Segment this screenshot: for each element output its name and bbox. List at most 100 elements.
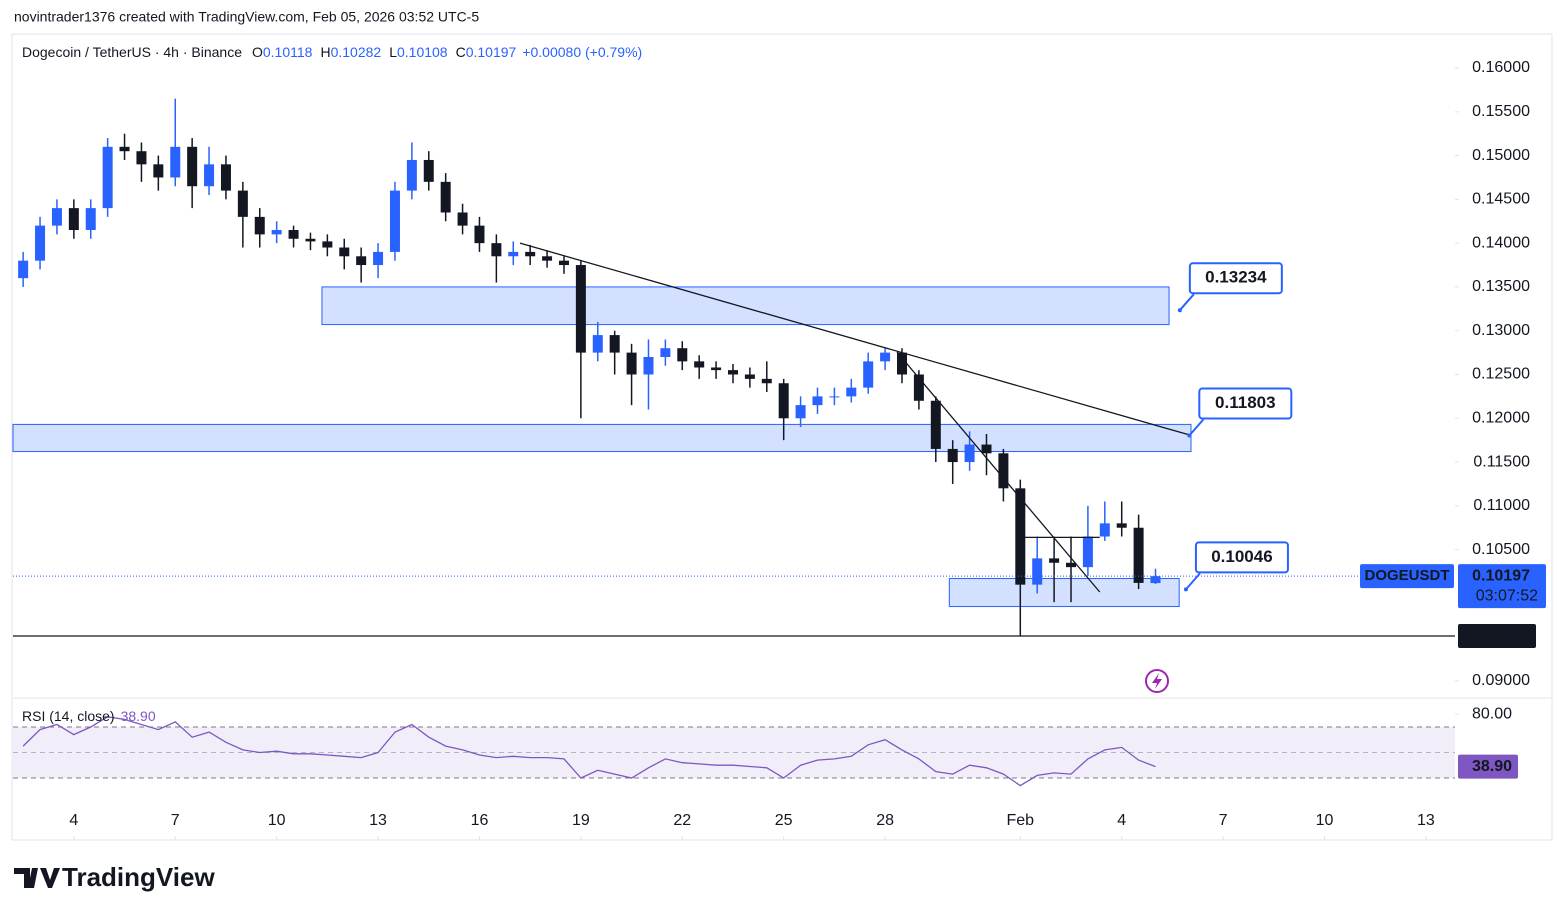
horizontal-line-label: 0.09514 xyxy=(1472,627,1530,644)
candle-body xyxy=(829,396,840,398)
x-tick-label: 16 xyxy=(471,812,489,829)
candle-body xyxy=(1082,536,1093,568)
candle-body xyxy=(1133,527,1144,583)
candle-body xyxy=(1049,558,1060,563)
candle-body xyxy=(542,256,553,261)
x-tick-label: 22 xyxy=(673,812,691,829)
candle-body xyxy=(744,374,755,379)
candle-body xyxy=(457,212,468,226)
candle-body xyxy=(1015,488,1026,585)
candle-body xyxy=(812,396,823,406)
symbol-box xyxy=(1360,564,1454,589)
symbol-legend: Dogecoin / TetherUS · 4h · Binance O0.101… xyxy=(22,44,642,60)
support-zone xyxy=(321,286,1170,326)
x-tick-label: 4 xyxy=(69,812,78,829)
candle-body xyxy=(964,444,975,463)
candle-body xyxy=(694,361,705,368)
y-tick-label: 0.14500 xyxy=(1472,191,1530,208)
ohlc-value: 0.10282 xyxy=(331,44,382,60)
candle-body xyxy=(998,453,1009,489)
candle-body xyxy=(1150,576,1161,584)
countdown: 03:07:52 xyxy=(1476,587,1538,604)
alert-icon[interactable] xyxy=(1145,669,1169,693)
rsi-title: RSI (14, close) xyxy=(22,708,115,724)
x-tick-label: 10 xyxy=(268,812,286,829)
trendline xyxy=(896,351,1101,593)
alert-bolt xyxy=(1152,673,1162,689)
candle-body xyxy=(305,238,316,242)
candle-body xyxy=(288,230,299,239)
x-tick-label: 13 xyxy=(1417,812,1435,829)
candle-body xyxy=(930,400,941,449)
ohlc-key: O xyxy=(252,44,263,60)
change: +0.00080 (+0.79%) xyxy=(522,44,642,60)
support-zone xyxy=(948,578,1180,608)
y-tick-label: 0.14000 xyxy=(1472,234,1530,251)
candle-body xyxy=(778,383,789,419)
candle-body xyxy=(863,361,874,388)
callout-box xyxy=(1188,262,1283,295)
candle-body xyxy=(660,348,671,357)
logo[interactable]: TradingView xyxy=(14,862,215,892)
candle-body xyxy=(204,164,215,187)
candle-body xyxy=(119,146,130,152)
candle-body xyxy=(727,370,738,375)
horizontal-line-box xyxy=(1458,623,1536,648)
candle-body xyxy=(1066,562,1077,568)
attribution: novintrader1376 created with TradingView… xyxy=(14,9,479,25)
callout-label: 0.11803 xyxy=(1215,393,1276,412)
trendline xyxy=(519,242,1190,436)
candle-body xyxy=(35,225,46,261)
candle-body xyxy=(491,243,502,257)
candle-body xyxy=(1032,558,1043,585)
candle-body xyxy=(947,448,958,463)
y-tick-label: 0.11500 xyxy=(1473,453,1530,470)
candle-body xyxy=(643,356,654,375)
x-tick-label: Feb xyxy=(1007,812,1035,829)
x-tick-label: 13 xyxy=(369,812,387,829)
y-tick-label: 0.13000 xyxy=(1472,322,1530,339)
ohlc-key: C xyxy=(456,44,466,60)
candle-body xyxy=(1116,523,1127,528)
candle-body xyxy=(592,335,603,353)
x-tick-label: 4 xyxy=(1117,812,1126,829)
y-tick-label: 80.00 xyxy=(1472,705,1512,722)
x-tick-label: 10 xyxy=(1316,812,1334,829)
candle-body xyxy=(711,367,722,371)
candle-body xyxy=(981,444,992,454)
rsi-legend-value: 38.90 xyxy=(121,708,156,724)
ohlc-key: H xyxy=(320,44,330,60)
candle-body xyxy=(389,190,400,252)
chart-frame xyxy=(11,33,1553,841)
callout-label: 0.10046 xyxy=(1211,547,1272,566)
x-tick-label: 25 xyxy=(775,812,793,829)
y-tick-label: 0.09000 xyxy=(1472,672,1530,689)
candle-body xyxy=(136,151,147,165)
candle-body xyxy=(322,241,333,248)
candle-body xyxy=(356,256,367,266)
candle-body xyxy=(339,247,350,257)
y-tick-label: 0.13500 xyxy=(1472,278,1530,295)
candle-body xyxy=(373,251,384,266)
candle-body xyxy=(913,374,924,401)
candle-body xyxy=(795,405,806,419)
candle-body xyxy=(508,251,519,257)
alert-circle xyxy=(1145,669,1169,693)
rsi-value-label: 38.90 xyxy=(1472,758,1512,775)
candle-body xyxy=(102,146,113,209)
candle-body xyxy=(896,352,907,375)
y-tick-label: 0.16000 xyxy=(1472,59,1530,76)
callout-box xyxy=(1194,541,1289,574)
candle-body xyxy=(609,335,620,353)
symbol-label: DOGEUSDT xyxy=(1364,567,1449,584)
candle-body xyxy=(525,251,536,257)
candle-body xyxy=(220,164,231,191)
candle-body xyxy=(423,159,434,182)
logo-mark xyxy=(14,868,60,888)
x-tick-label: 7 xyxy=(1219,812,1228,829)
y-tick-label: 0.15500 xyxy=(1472,103,1530,120)
callout-box xyxy=(1198,387,1293,420)
candle-body xyxy=(51,208,62,226)
candle-body xyxy=(677,348,688,362)
